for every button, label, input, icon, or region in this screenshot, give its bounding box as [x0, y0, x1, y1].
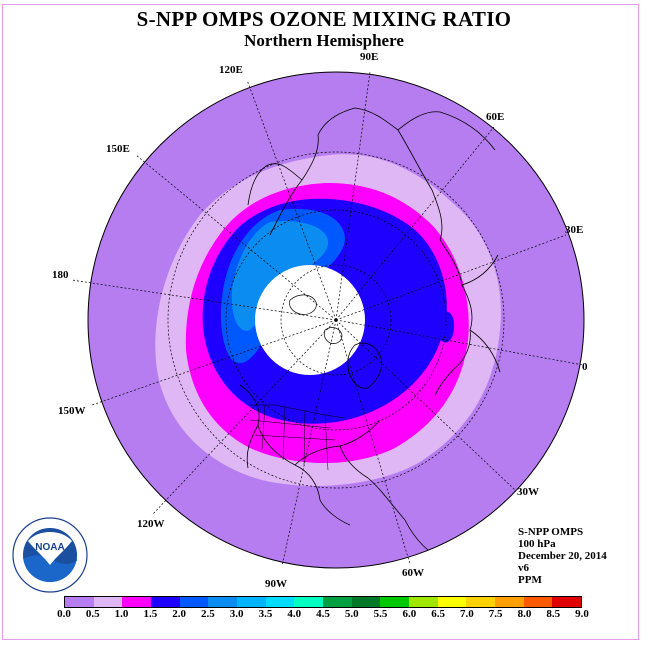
info-level: 100 hPa [518, 538, 556, 550]
lon-label-180: 180 [52, 269, 69, 281]
colorbar-segment [151, 597, 180, 607]
colorbar-segment [351, 597, 381, 607]
info-block: S-NPP OMPS 100 hPa December 20, 2014 v6 … [518, 526, 607, 586]
lon-label-30e: 30E [565, 224, 583, 236]
colorbar-tick-label: 3.0 [229, 608, 244, 620]
lon-label-120w: 120W [137, 518, 165, 530]
lon-label-0: 0 [582, 361, 588, 373]
coastline-arctic-islands [289, 294, 343, 344]
lon-label-30w: 30W [517, 486, 539, 498]
lon-label-150w: 150W [58, 405, 86, 417]
colorbar-segment [65, 597, 94, 607]
info-date: December 20, 2014 [518, 550, 607, 562]
colorbar-tick-label: 3.5 [258, 608, 273, 620]
coastline-asia [247, 107, 496, 241]
noaa-logo-text: NOAA [35, 542, 64, 553]
colorbar-tick-label: 0.5 [85, 608, 100, 620]
lon-label-60e: 60E [486, 111, 504, 123]
coastline-north-america [239, 384, 446, 561]
info-units: PPM [518, 574, 542, 586]
map-title: S-NPP OMPS OZONE MIXING RATIO [136, 7, 512, 31]
colorbar-tick-label: 1.5 [143, 608, 158, 620]
lon-label-150e: 150E [106, 143, 130, 155]
lon-label-120e: 120E [219, 64, 243, 76]
colorbar-segment [523, 597, 553, 607]
colorbar-tick-label: 7.5 [488, 608, 503, 620]
colorbar-tick-label: 1.0 [114, 608, 129, 620]
colorbar-ticks: 0.0 0.5 1.0 1.5 2.0 2.5 3.0 3.5 4.0 4.5 5.0 5.5 6.0 6… [57, 608, 589, 622]
colorbar-tick-label: 6.5 [431, 608, 445, 620]
colorbar-tick-label: 2.0 [172, 608, 186, 620]
info-version: v6 [518, 562, 529, 574]
colorbar-tick-label: 9.0 [575, 608, 589, 620]
figure-frame [2, 4, 639, 640]
colorbar-segment [208, 597, 238, 607]
polar-night-gap [255, 265, 365, 375]
colorbar-tick-label: 8.5 [546, 608, 561, 620]
map-subtitle: Northern Hemisphere [244, 31, 404, 50]
info-instrument: S-NPP OMPS [518, 526, 584, 538]
colorbar-tick-label: 2.5 [201, 608, 215, 620]
colorbar-tick-label: 0.0 [57, 608, 71, 620]
graticule [71, 71, 584, 567]
lon-label-90w: 90W [265, 578, 287, 590]
colorbar-segment [409, 597, 438, 607]
colorbar-segment [323, 597, 352, 607]
colorbar-segment [122, 597, 152, 607]
coastline-europe [434, 239, 501, 396]
colorbar-segment [437, 597, 467, 607]
colorbar [64, 596, 582, 608]
colorbar-segment [466, 597, 496, 607]
field-local-max-europe [436, 311, 455, 343]
colorbar-tick-label: 8.0 [517, 608, 532, 620]
colorbar-tick-label: 4.5 [316, 608, 330, 620]
colorbar-segment [179, 597, 209, 607]
colorbar-segment [552, 597, 582, 607]
colorbar-tick-label: 7.0 [460, 608, 474, 620]
globe-outline [87, 71, 585, 569]
colorbar-segment [265, 597, 295, 607]
colorbar-segment [380, 597, 410, 607]
colorbar-segment [294, 597, 324, 607]
colorbar-segment [93, 597, 123, 607]
lon-label-90e: 90E [360, 51, 378, 63]
lon-label-60w: 60W [402, 567, 424, 579]
colorbar-tick-label: 5.0 [344, 608, 359, 620]
state-borders [249, 404, 346, 471]
colorbar-segment [495, 597, 524, 607]
colorbar-tick-label: 6.0 [402, 608, 417, 620]
noaa-logo: NOAA [12, 517, 88, 593]
colorbar-tick-label: 4.0 [287, 608, 302, 620]
colorbar-tick-label: 5.5 [373, 608, 388, 620]
colorbar-segment [237, 597, 266, 607]
